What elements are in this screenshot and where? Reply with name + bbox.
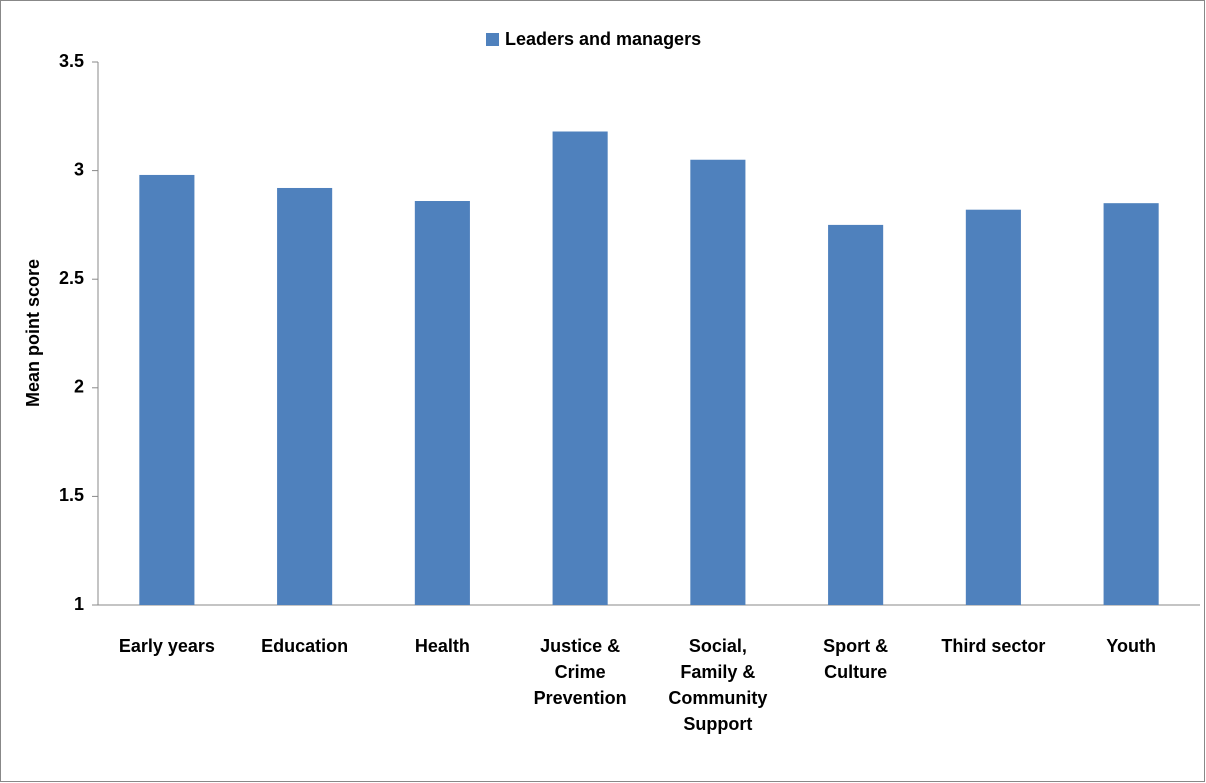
y-tick-label: 2.5	[59, 268, 84, 288]
x-tick-label: Early years	[118, 636, 215, 656]
legend-swatch	[486, 33, 499, 46]
legend-label: Leaders and managers	[505, 29, 701, 49]
y-tick-label: 3	[74, 159, 84, 179]
y-tick-label: 2	[74, 377, 84, 397]
bar	[1103, 203, 1159, 605]
y-tick-label: 1.5	[59, 485, 84, 505]
y-axis-label: Mean point score	[23, 259, 43, 407]
bar	[139, 174, 195, 605]
x-tick-label: Third sector	[941, 636, 1046, 656]
x-tick-label: Justice & Crime Prevention	[533, 636, 627, 708]
x-tick-label: Sport & Culture	[823, 636, 889, 682]
bar	[277, 187, 333, 605]
y-tick-label: 3.5	[59, 51, 84, 71]
bar	[828, 224, 884, 605]
x-tick-label: Social, Family & Community Support	[668, 636, 768, 734]
bar	[552, 131, 608, 605]
x-tick-label: Youth	[1106, 636, 1156, 656]
x-tick-label: Health	[414, 636, 470, 656]
x-tick-label: Education	[261, 636, 349, 656]
bar	[965, 209, 1021, 606]
bar	[690, 159, 746, 606]
y-tick-label: 1	[74, 594, 84, 614]
bar	[414, 201, 470, 605]
